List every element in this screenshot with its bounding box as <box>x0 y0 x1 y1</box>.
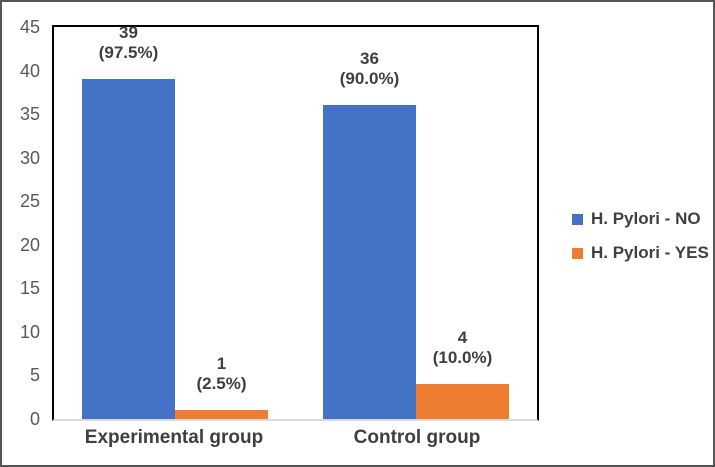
legend-swatch-no <box>572 213 583 225</box>
x-axis-label-control-group: Control group <box>353 427 481 448</box>
y-axis-tick-label-40: 40 <box>19 60 40 81</box>
bar-h-pylori-yes-experimental-group <box>175 410 268 419</box>
y-axis-tick-label-10: 10 <box>19 321 40 342</box>
bar-h-pylori-no-experimental-group <box>82 79 175 419</box>
legend: H. Pylori - NO H. Pylori - YES <box>572 207 709 265</box>
y-axis-tick-label-20: 20 <box>19 234 40 255</box>
legend-label-yes: H. Pylori - YES <box>591 243 709 262</box>
x-axis-label-experimental-group: Experimental group <box>84 427 264 448</box>
y-axis-tick-label-30: 30 <box>19 147 40 168</box>
y-axis-tick-label-15: 15 <box>19 278 40 299</box>
y-axis-tick-label-45: 45 <box>19 17 40 37</box>
bar-h-pylori-yes-control-group <box>416 384 509 419</box>
legend-swatch-yes <box>572 247 583 259</box>
y-axis-tick-label-35: 35 <box>19 104 40 125</box>
bar-value-label-h-pylori-yes-control-group: 4 (10.0%) <box>432 328 493 367</box>
y-axis-tick-label-0: 0 <box>29 409 40 429</box>
plot-area: 39 (97.5%) 36 (90.0%) 1 (2.5%) 4 (10.0%) <box>52 23 539 421</box>
bar-value-label-h-pylori-yes-experimental-group: 1 (2.5%) <box>196 354 247 393</box>
bar-h-pylori-no-control-group <box>323 105 416 419</box>
legend-label-no: H. Pylori - NO <box>591 209 701 228</box>
legend-item-no: H. Pylori - NO <box>572 207 709 231</box>
y-axis-tick-label-25: 25 <box>19 191 40 212</box>
legend-item-yes: H. Pylori - YES <box>572 241 709 265</box>
y-axis-tick-label-5: 5 <box>29 365 40 386</box>
bar-value-label-h-pylori-no-experimental-group: 39 (97.5%) <box>98 23 159 62</box>
bar-value-label-h-pylori-no-control-group: 36 (90.0%) <box>339 49 400 88</box>
